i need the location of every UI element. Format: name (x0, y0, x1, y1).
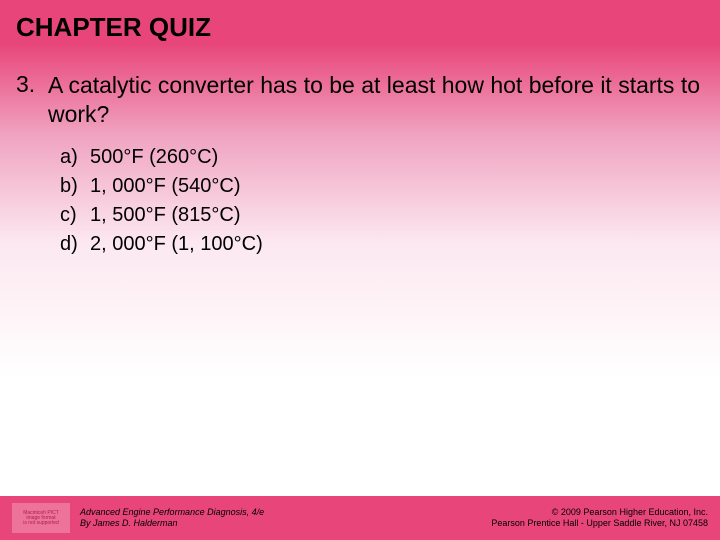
option-label: d) (60, 233, 90, 256)
option-b: b) 1, 000°F (540°C) (60, 172, 720, 201)
option-a: a) 500°F (260°C) (60, 143, 720, 172)
footer-author: By James D. Halderman (80, 518, 491, 529)
option-text: 2, 000°F (1, 100°C) (90, 233, 263, 256)
option-label: a) (60, 146, 90, 169)
footer-book-title: Advanced Engine Performance Diagnosis, 4… (80, 507, 491, 518)
logo-line3: is not supported (23, 521, 59, 526)
footer-copyright: © 2009 Pearson Higher Education, Inc. (491, 507, 708, 518)
question-number: 3. (16, 71, 48, 129)
quiz-title: CHAPTER QUIZ (0, 0, 720, 43)
question-text: A catalytic converter has to be at least… (48, 71, 704, 129)
option-label: b) (60, 175, 90, 198)
footer-bar: Macintosh PICT image format is not suppo… (0, 496, 720, 540)
options-list: a) 500°F (260°C) b) 1, 000°F (540°C) c) … (0, 129, 720, 259)
option-label: c) (60, 204, 90, 227)
option-text: 1, 000°F (540°C) (90, 175, 241, 198)
option-text: 500°F (260°C) (90, 146, 218, 169)
logo-placeholder: Macintosh PICT image format is not suppo… (12, 503, 70, 533)
question-row: 3. A catalytic converter has to be at le… (0, 43, 720, 129)
option-c: c) 1, 500°F (815°C) (60, 201, 720, 230)
footer-publisher: Pearson Prentice Hall - Upper Saddle Riv… (491, 518, 708, 529)
option-text: 1, 500°F (815°C) (90, 204, 241, 227)
footer-left: Advanced Engine Performance Diagnosis, 4… (80, 507, 491, 529)
option-d: d) 2, 000°F (1, 100°C) (60, 230, 720, 259)
footer-right: © 2009 Pearson Higher Education, Inc. Pe… (491, 507, 708, 529)
